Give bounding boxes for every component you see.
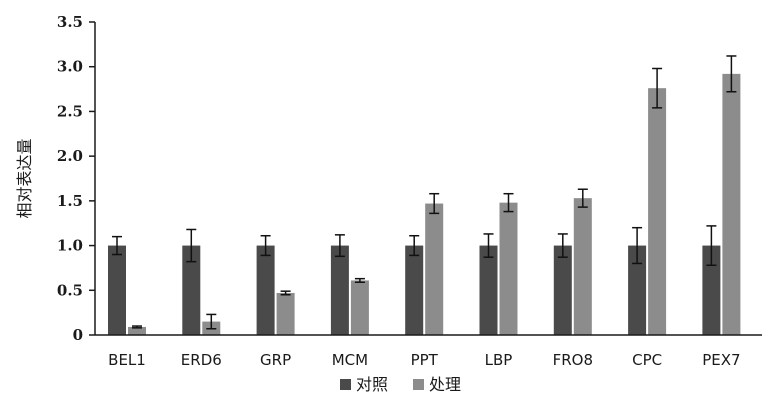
- bar-treatment: [499, 202, 518, 335]
- bar-treatment: [350, 280, 369, 335]
- bar-control: [330, 245, 349, 335]
- error-bars: [112, 55, 737, 330]
- bar-control: [553, 245, 572, 335]
- x-tick-label: PEX7: [702, 351, 740, 369]
- bar-treatment: [425, 203, 444, 335]
- legend-swatch: [340, 379, 351, 390]
- x-tick-label: PPT: [411, 351, 439, 369]
- y-tick-label: 0: [73, 326, 83, 344]
- bar-control: [405, 245, 424, 335]
- bar-control: [702, 245, 721, 335]
- bar-treatment: [276, 292, 295, 335]
- bar-control: [628, 245, 647, 335]
- x-tick-label: LBP: [485, 351, 513, 369]
- legend-label: 处理: [429, 375, 461, 394]
- legend: 对照 处理: [340, 375, 461, 394]
- y-axis: 0 0.5 1.0 1.5 2.0 2.5 3.0 3.5: [57, 13, 96, 344]
- bar-control: [256, 245, 275, 335]
- x-tick-label: GRP: [260, 351, 291, 369]
- x-axis: BEL1 ERD6 GRP MCM PPT LBP FRO8 CPC PEX7: [95, 334, 762, 369]
- y-tick-label: 3.0: [57, 58, 83, 76]
- legend-swatch: [413, 379, 424, 390]
- y-axis-title: 相对表达量: [15, 138, 34, 218]
- x-tick-label: MCM: [332, 351, 368, 369]
- bar-treatment: [573, 198, 592, 335]
- legend-label: 对照: [356, 375, 388, 394]
- bar-control: [479, 245, 498, 335]
- bar-treatment: [722, 73, 741, 336]
- y-tick-label: 2.5: [57, 102, 83, 120]
- bar-control: [182, 245, 201, 335]
- y-tick-label: 2.0: [57, 147, 83, 165]
- x-tick-label: FRO8: [553, 351, 593, 369]
- x-tick-label: ERD6: [181, 351, 222, 369]
- y-tick-label: 0.5: [57, 281, 83, 299]
- y-tick-label: 3.5: [57, 13, 83, 31]
- x-tick-label: CPC: [632, 351, 662, 369]
- bars: [108, 73, 741, 336]
- bar-treatment: [648, 88, 667, 335]
- x-tick-label: BEL1: [108, 351, 146, 369]
- y-tick-label: 1.5: [57, 192, 83, 210]
- bar-treatment: [128, 326, 146, 335]
- bar-control: [108, 245, 126, 335]
- y-tick-label: 1.0: [57, 237, 83, 255]
